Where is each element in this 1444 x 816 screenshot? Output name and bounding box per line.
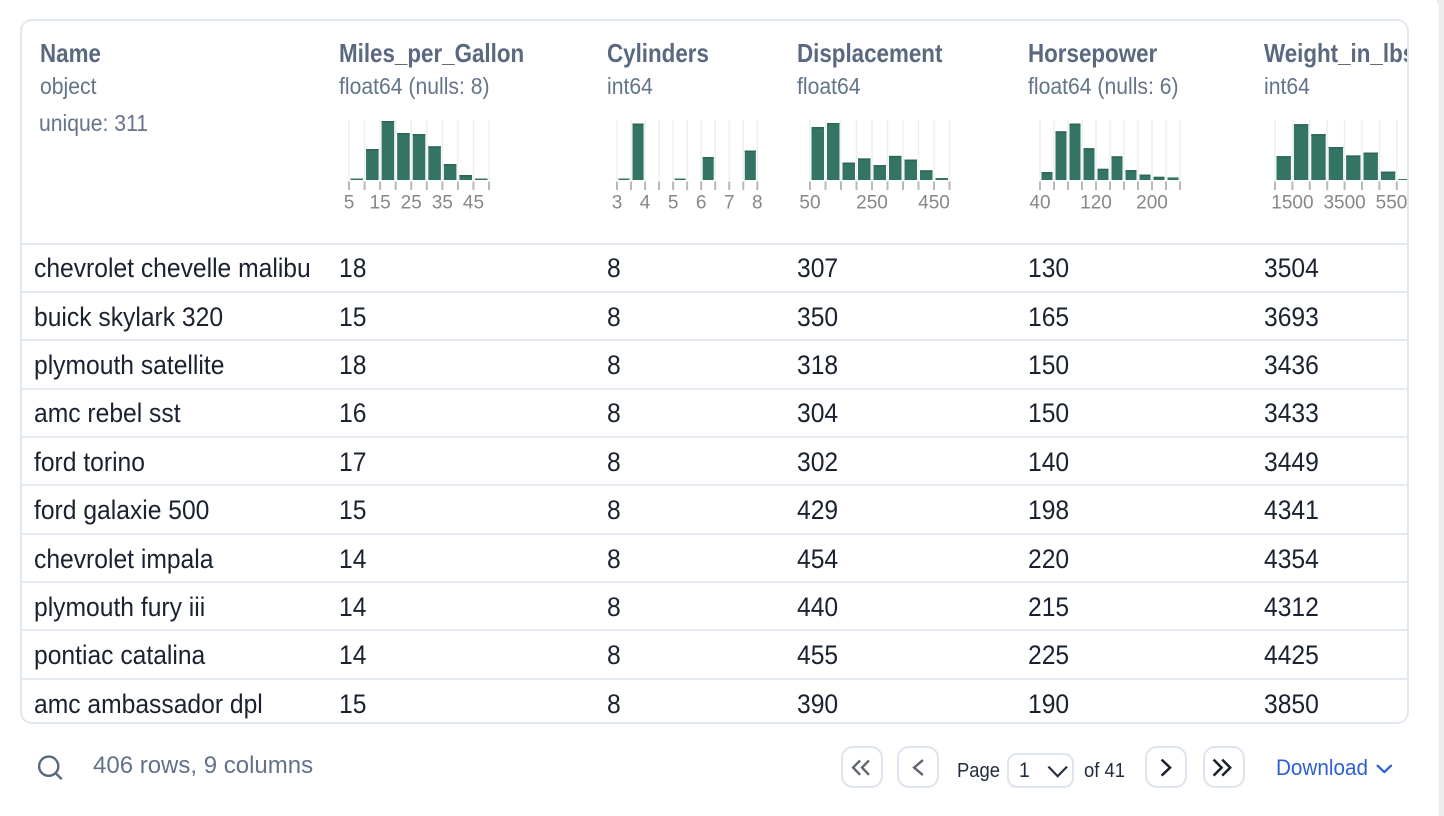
svg-text:5: 5 [668, 193, 679, 214]
svg-text:15: 15 [369, 193, 390, 214]
svg-text:6: 6 [696, 193, 707, 214]
svg-text:40: 40 [1029, 193, 1050, 214]
svg-text:450: 450 [918, 193, 950, 214]
svg-text:5: 5 [344, 193, 355, 214]
svg-text:200: 200 [1136, 193, 1168, 214]
svg-text:3: 3 [612, 193, 623, 214]
svg-text:5500: 5500 [1375, 193, 1407, 214]
svg-text:120: 120 [1080, 193, 1112, 214]
svg-text:7: 7 [724, 193, 735, 214]
svg-text:50: 50 [799, 193, 820, 214]
svg-text:45: 45 [463, 193, 484, 214]
svg-text:250: 250 [856, 193, 888, 214]
svg-text:35: 35 [432, 193, 453, 214]
svg-text:4: 4 [640, 193, 651, 214]
svg-text:25: 25 [400, 193, 421, 214]
svg-text:3500: 3500 [1323, 193, 1365, 214]
svg-text:1500: 1500 [1271, 193, 1313, 214]
svg-text:8: 8 [752, 193, 763, 214]
